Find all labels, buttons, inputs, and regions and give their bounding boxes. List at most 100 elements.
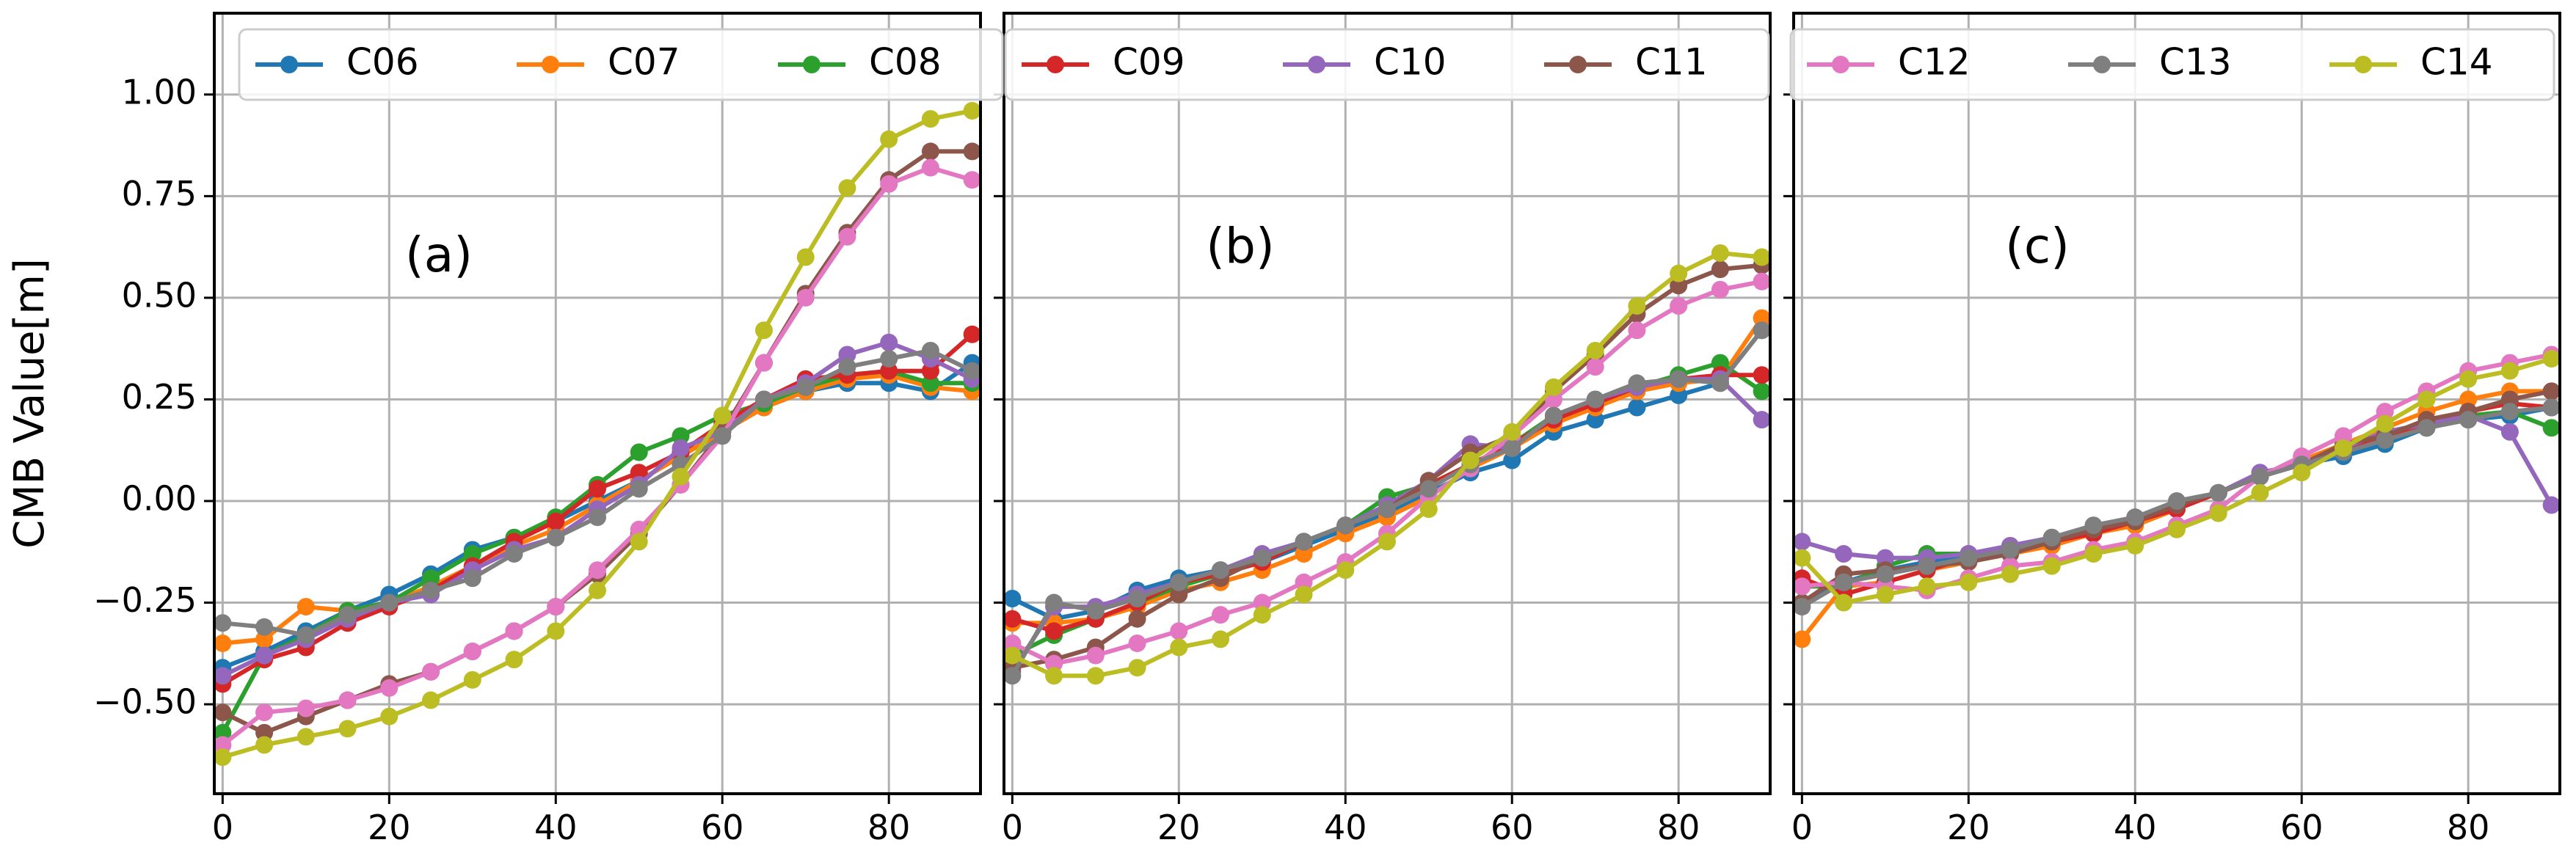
data-point xyxy=(1045,593,1063,612)
data-point xyxy=(422,569,440,588)
data-point xyxy=(296,728,315,746)
data-point xyxy=(796,378,815,396)
data-point xyxy=(1503,439,1521,457)
y-axis-label: CMB Value[m] xyxy=(6,258,54,549)
data-point xyxy=(296,699,315,717)
data-point xyxy=(1753,382,1771,401)
data-point xyxy=(1628,374,1646,392)
data-point xyxy=(1295,533,1313,551)
legend-swatch-marker xyxy=(280,56,298,73)
legend-box xyxy=(1789,28,2555,101)
data-point xyxy=(796,288,815,307)
series-c11 xyxy=(214,142,981,742)
data-point xyxy=(338,691,357,709)
data-point xyxy=(2459,370,2478,388)
data-point xyxy=(921,362,939,380)
data-point xyxy=(880,333,898,351)
x-tick-label: 80 xyxy=(2447,808,2490,847)
data-point xyxy=(963,142,981,161)
x-tick-label: 20 xyxy=(1947,808,1990,847)
legend-entry-c07: C07 xyxy=(517,41,680,84)
data-point xyxy=(255,736,274,754)
x-tick-label: 40 xyxy=(1324,808,1367,847)
data-point xyxy=(1670,370,1688,388)
y-tick-label: 1.00 xyxy=(122,72,197,112)
data-point xyxy=(463,545,481,563)
data-point xyxy=(1003,646,1022,665)
x-tick-label: 60 xyxy=(701,808,744,847)
data-point xyxy=(1212,606,1230,624)
data-point xyxy=(1918,577,1936,596)
data-point xyxy=(2542,419,2561,437)
data-point xyxy=(380,707,399,725)
data-point xyxy=(2168,492,2186,510)
legend-entry-c08: C08 xyxy=(778,41,942,84)
data-point xyxy=(1461,451,1480,469)
legend-1: C06 C07 C08 xyxy=(238,28,1004,101)
data-point xyxy=(2500,403,2519,421)
data-point xyxy=(713,406,732,425)
legend-entry-c13: C13 xyxy=(2068,41,2232,84)
data-point xyxy=(2168,520,2186,538)
series-c12 xyxy=(214,158,981,754)
data-point xyxy=(1503,423,1521,441)
x-tick-label: 80 xyxy=(1657,808,1700,847)
legend-label: C13 xyxy=(2159,41,2232,84)
x-tick-label: 80 xyxy=(867,808,911,847)
data-point xyxy=(754,354,773,372)
data-point xyxy=(2542,350,2561,368)
data-point xyxy=(1711,280,1729,299)
data-point xyxy=(1170,573,1188,591)
x-tick-label: 40 xyxy=(2114,808,2157,847)
y-tick-label: 0.75 xyxy=(122,174,197,213)
data-point xyxy=(1711,244,1729,262)
data-point xyxy=(214,634,232,652)
series-line xyxy=(220,368,972,734)
data-point xyxy=(1544,406,1562,425)
data-point xyxy=(2500,423,2519,441)
data-point xyxy=(2209,483,2227,502)
data-point xyxy=(589,581,606,599)
data-point xyxy=(1586,411,1604,429)
data-point xyxy=(2500,362,2519,380)
legend-entry-c06: C06 xyxy=(255,41,419,84)
data-point xyxy=(963,102,981,120)
data-point xyxy=(1295,585,1313,604)
panel-label: (a) xyxy=(405,227,473,283)
data-point xyxy=(672,439,690,457)
data-point xyxy=(255,646,274,665)
data-point xyxy=(1544,378,1562,396)
legend-2: C09 C10 C11 xyxy=(1004,28,1770,101)
data-point xyxy=(1876,585,1894,604)
x-tick-label: 0 xyxy=(212,808,233,847)
data-point xyxy=(547,598,565,616)
y-tick-label: 0.00 xyxy=(122,479,197,519)
data-point xyxy=(838,346,856,364)
data-point xyxy=(796,248,815,266)
data-point xyxy=(921,158,939,177)
series-c14 xyxy=(1003,244,1771,685)
data-point xyxy=(1918,557,1936,575)
y-tick-label: 0.50 xyxy=(122,275,197,315)
data-point xyxy=(1503,451,1521,469)
data-point xyxy=(2251,483,2269,502)
data-point xyxy=(2251,467,2269,486)
data-point xyxy=(1003,610,1022,628)
data-point xyxy=(838,179,856,197)
legend-swatch-marker xyxy=(1569,56,1587,73)
data-point xyxy=(1419,500,1438,519)
legend-label: C09 xyxy=(1113,41,1185,84)
series-line xyxy=(1011,329,1764,621)
data-point xyxy=(1212,561,1230,580)
data-point xyxy=(589,480,606,498)
series-c14 xyxy=(1793,350,2561,612)
panel-label: (c) xyxy=(2005,218,2070,274)
data-point xyxy=(2459,390,2478,409)
data-point xyxy=(630,480,648,498)
data-point xyxy=(1086,602,1105,620)
data-point xyxy=(463,643,481,661)
data-point xyxy=(1670,277,1688,295)
data-point xyxy=(255,703,274,722)
legend-box xyxy=(1004,28,1770,101)
data-point xyxy=(1378,533,1396,551)
